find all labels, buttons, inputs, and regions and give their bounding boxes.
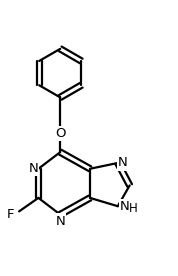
Text: O: O: [55, 127, 66, 140]
Text: N: N: [55, 214, 65, 227]
Text: H: H: [129, 202, 138, 215]
Text: N: N: [118, 156, 127, 169]
Text: N: N: [120, 200, 130, 213]
Text: N: N: [29, 162, 38, 175]
Text: F: F: [7, 208, 15, 221]
